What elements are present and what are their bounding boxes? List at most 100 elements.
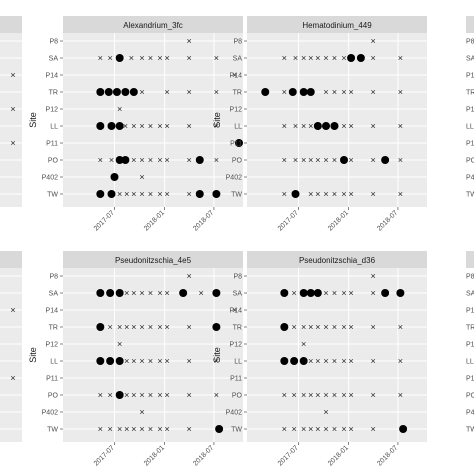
cross-stroke <box>349 157 354 163</box>
cross-stroke <box>139 157 145 163</box>
cross-stroke <box>187 273 192 279</box>
presence-point <box>215 425 224 433</box>
y-tick-label: P402 <box>226 175 242 182</box>
cross-stroke <box>165 290 170 296</box>
y-tick-label-cut: TR <box>466 325 474 332</box>
cross-stroke <box>315 426 320 432</box>
presence-point <box>396 289 405 297</box>
y-tick-label: SA <box>233 56 243 63</box>
absence-cross <box>157 157 163 163</box>
y-tick-label: TW <box>231 192 242 199</box>
absence-cross <box>308 324 313 330</box>
cross-stroke <box>232 72 237 78</box>
cross-stroke <box>341 358 347 364</box>
cross-stroke <box>341 191 347 197</box>
cross-stroke <box>10 307 16 313</box>
cross-stroke <box>371 426 376 432</box>
cross-stroke <box>165 426 170 432</box>
cross-stroke <box>371 191 376 197</box>
cross-stroke <box>131 324 136 330</box>
cross-stroke <box>187 324 192 330</box>
absence-cross <box>187 38 192 44</box>
absence-cross <box>139 157 145 163</box>
presence-point <box>291 190 300 198</box>
cross-stroke <box>117 191 122 197</box>
presence-point <box>115 54 124 62</box>
cross-stroke <box>323 157 329 163</box>
cross-stroke <box>293 55 298 61</box>
x-tick-label: 2017-07 <box>93 209 116 232</box>
absence-cross <box>371 89 376 95</box>
cross-stroke <box>371 392 376 398</box>
cross-stroke <box>165 55 170 61</box>
y-tick-label: SA <box>49 56 59 63</box>
y-tick-label: PO <box>48 393 59 400</box>
y-tick-label: P8 <box>233 274 242 281</box>
presence-point <box>115 156 124 164</box>
absence-cross <box>117 426 122 432</box>
cross-stroke <box>214 392 219 398</box>
absence-cross <box>139 89 145 95</box>
y-tick-label: PO <box>232 393 243 400</box>
cross-stroke <box>292 392 297 398</box>
presence-point <box>115 122 124 130</box>
absence-cross <box>165 324 170 330</box>
cross-stroke <box>282 426 287 432</box>
absence-cross <box>308 123 313 129</box>
y-tick-label: P12 <box>46 107 59 114</box>
cross-stroke <box>371 324 376 330</box>
presence-point <box>235 139 243 147</box>
absence-cross <box>10 140 16 146</box>
cross-stroke <box>315 358 320 364</box>
cross-stroke <box>341 55 347 61</box>
absence-cross <box>139 392 145 398</box>
cross-stroke <box>98 157 103 163</box>
absence-cross <box>371 392 376 398</box>
cross-stroke <box>148 123 153 129</box>
plot-panel <box>63 33 243 207</box>
absence-cross <box>398 55 403 61</box>
cross-stroke <box>98 426 103 432</box>
absence-cross <box>10 375 16 381</box>
cross-stroke <box>315 392 320 398</box>
absence-cross <box>165 290 170 296</box>
absence-cross <box>187 123 192 129</box>
absence-cross <box>301 324 306 330</box>
cross-stroke <box>398 55 403 61</box>
y-tick-label: TR <box>49 325 58 332</box>
cross-stroke <box>165 358 170 364</box>
presence-point <box>347 54 356 62</box>
y-tick-label: P11 <box>46 141 58 148</box>
absence-cross <box>131 324 136 330</box>
presence-point <box>179 289 188 297</box>
cross-stroke <box>323 392 329 398</box>
y-tick-label: SA <box>49 291 59 298</box>
cross-stroke <box>349 324 354 330</box>
absence-cross <box>301 55 306 61</box>
absence-cross <box>187 273 192 279</box>
absence-cross <box>139 174 145 180</box>
absence-cross <box>293 157 298 163</box>
absence-cross <box>165 358 170 364</box>
y-tick-label: P12 <box>230 342 243 349</box>
cross-stroke <box>98 392 103 398</box>
cross-stroke <box>214 123 219 129</box>
cut-panel-right: P8 SA P14 TR P12 LL P11 PO P402 TW <box>466 251 474 434</box>
presence-point <box>313 122 322 130</box>
presence-point <box>280 323 289 331</box>
absence-cross <box>10 307 16 313</box>
presence-point <box>129 88 138 96</box>
absence-cross <box>341 392 347 398</box>
y-tick-label: P14 <box>46 308 59 315</box>
presence-point <box>121 156 130 164</box>
y-tick-label: P8 <box>233 39 242 46</box>
absence-cross <box>315 191 320 197</box>
y-tick-label-cut: P402 <box>466 410 474 417</box>
absence-cross <box>165 123 170 129</box>
cross-stroke <box>332 392 337 398</box>
presence-point <box>110 173 119 181</box>
cross-stroke <box>10 72 16 78</box>
y-axis-title: Site <box>28 112 38 128</box>
cross-stroke <box>124 426 129 432</box>
